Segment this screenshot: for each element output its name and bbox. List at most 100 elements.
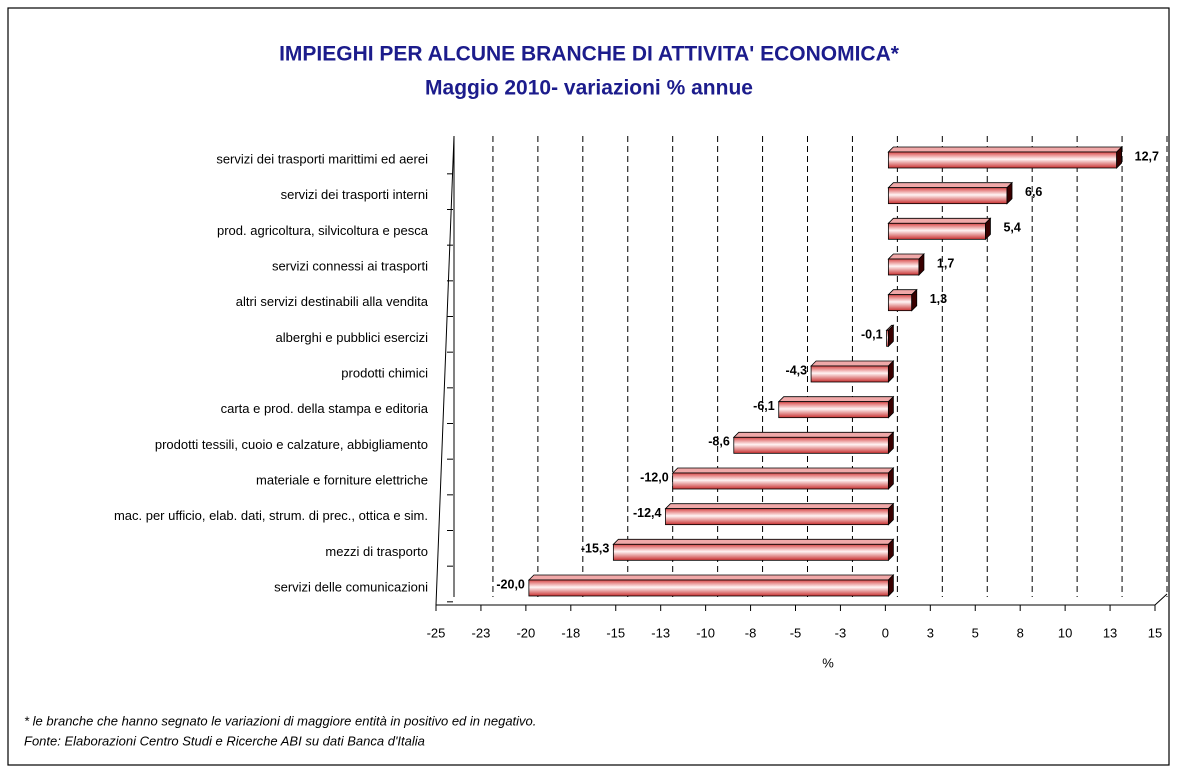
y-tick-label: servizi dei trasporti interni xyxy=(281,187,428,202)
bar xyxy=(887,253,925,276)
bar-face xyxy=(810,365,889,383)
bar xyxy=(885,324,895,348)
bar-face xyxy=(887,258,920,276)
bar xyxy=(810,360,895,383)
bar-face xyxy=(918,253,925,276)
bar-face xyxy=(887,395,894,419)
value-label: -20,0 xyxy=(496,577,525,591)
bar-face xyxy=(887,360,894,383)
y-tick-label: materiale e forniture elettriche xyxy=(256,472,428,487)
bar xyxy=(732,431,895,455)
value-label: 5,4 xyxy=(1003,221,1020,235)
bar-face xyxy=(887,222,986,240)
bar-face xyxy=(887,182,1013,189)
bar-face xyxy=(733,436,889,454)
x-tick-label: -15 xyxy=(606,625,625,640)
bar xyxy=(887,288,918,312)
x-tick-label: 3 xyxy=(927,625,934,640)
x-tick-label: 8 xyxy=(1017,625,1024,640)
bar-face xyxy=(664,503,895,510)
chart-title: IMPIEGHI PER ALCUNE BRANCHE DI ATTIVITA'… xyxy=(279,43,900,66)
note: * le branche che hanno segnato le variaz… xyxy=(24,713,536,728)
y-tick-label: servizi connessi ai trasporti xyxy=(272,258,428,273)
bar-face xyxy=(528,579,889,597)
x-tick-label: -3 xyxy=(835,625,847,640)
x-axis-back xyxy=(1154,593,1168,606)
y-tick-label: servizi dei trasporti marittimi ed aerei xyxy=(216,151,428,166)
y-tick-label: prod. agricoltura, silvicoltura e pesca xyxy=(217,223,429,238)
bar-face xyxy=(672,472,889,490)
bar-face xyxy=(887,217,992,224)
bar-face xyxy=(911,288,918,312)
y-tick-label: carta e prod. della stampa e editoria xyxy=(221,401,429,416)
y-tick-label: prodotti chimici xyxy=(341,365,428,380)
note: Fonte: Elaborazioni Centro Studi e Ricer… xyxy=(24,733,425,748)
axis-wall xyxy=(435,135,455,606)
bar-face xyxy=(887,146,1123,153)
x-tick-label: 5 xyxy=(972,625,979,640)
value-label: -8,6 xyxy=(708,435,730,449)
y-tick-label: mac. per ufficio, elab. dati, strum. di … xyxy=(114,508,428,523)
x-tick-label: -13 xyxy=(651,625,670,640)
x-tick-label: -18 xyxy=(561,625,580,640)
bar-face xyxy=(810,360,895,367)
bar xyxy=(664,502,895,526)
x-tick-label: -25 xyxy=(427,625,446,640)
y-tick-label: altri servizi destinabili alla vendita xyxy=(236,294,429,309)
x-tick-label: -23 xyxy=(472,625,491,640)
y-tick-label: prodotti tessili, cuoio e calzature, abb… xyxy=(155,437,428,452)
value-label: -12,4 xyxy=(633,506,662,520)
y-tick-label: alberghi e pubblici esercizi xyxy=(276,330,429,345)
bar-face xyxy=(887,467,894,490)
value-label: 1,7 xyxy=(937,256,954,270)
bar-face xyxy=(887,538,894,562)
bar-face xyxy=(671,467,895,474)
bar-face xyxy=(887,324,894,348)
x-tick-label: 0 xyxy=(882,625,889,640)
bar-face xyxy=(887,253,925,260)
bar-face xyxy=(985,217,991,241)
frame xyxy=(7,7,1170,766)
bar-face xyxy=(778,401,889,419)
x-tick-label: -8 xyxy=(745,625,757,640)
value-label: 6,6 xyxy=(1025,185,1042,199)
bar xyxy=(777,395,895,419)
bar-face xyxy=(887,574,894,597)
chart-subtitle: Maggio 2010- variazioni % annue xyxy=(425,77,753,100)
x-tick-label: 15 xyxy=(1148,625,1162,640)
bar-face xyxy=(887,151,1118,169)
x-tick-label: -5 xyxy=(790,625,802,640)
bar-face xyxy=(732,431,895,438)
bar-face xyxy=(1116,146,1123,169)
value-label: -0,1 xyxy=(861,328,883,342)
y-tick-label: mezzi di trasporto xyxy=(325,544,428,559)
value-label: 1,3 xyxy=(930,292,947,306)
x-axis-label: % xyxy=(822,655,834,670)
bar-face xyxy=(612,538,895,545)
bar-face xyxy=(665,508,889,526)
x-tick-label: 10 xyxy=(1058,625,1072,640)
value-label: 12,7 xyxy=(1135,149,1159,163)
bar xyxy=(671,467,895,490)
bar-face xyxy=(612,543,889,561)
value-label: -12,0 xyxy=(640,470,669,484)
value-label: -6,1 xyxy=(753,399,775,413)
value-label: -15,3 xyxy=(581,542,610,556)
bar xyxy=(527,574,895,597)
bar xyxy=(887,146,1123,169)
x-tick-label: -10 xyxy=(696,625,715,640)
x-tick-label: -20 xyxy=(516,625,535,640)
x-tick-label: 13 xyxy=(1103,625,1117,640)
bar-face xyxy=(887,187,1008,205)
value-label: -4,3 xyxy=(786,363,808,377)
y-tick-label: servizi delle comunicazioni xyxy=(274,579,428,594)
bar-face xyxy=(887,294,913,312)
bar xyxy=(612,538,895,562)
bar-face xyxy=(777,396,895,403)
bar-face xyxy=(887,431,894,455)
bar xyxy=(887,181,1013,205)
bar-face xyxy=(1006,181,1013,205)
bar xyxy=(887,217,992,241)
bar-face xyxy=(527,574,895,581)
